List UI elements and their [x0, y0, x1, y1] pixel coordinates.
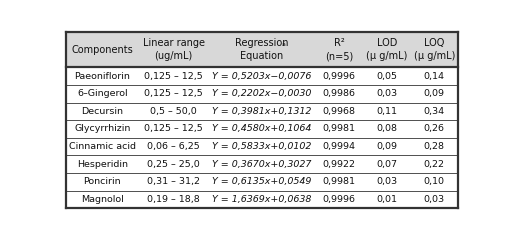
Text: 0,11: 0,11 — [376, 107, 397, 116]
Text: Regression
Equation: Regression Equation — [236, 38, 289, 61]
Text: 0,125 – 12,5: 0,125 – 12,5 — [144, 72, 203, 81]
Text: 0,22: 0,22 — [424, 160, 445, 169]
Text: Y = 0,5833x+0,0102: Y = 0,5833x+0,0102 — [213, 142, 312, 151]
Text: 0,125 – 12,5: 0,125 – 12,5 — [144, 124, 203, 134]
Text: Y = 0,3670x+0,3027: Y = 0,3670x+0,3027 — [213, 160, 312, 169]
Text: Linear range
(ug/mL): Linear range (ug/mL) — [143, 38, 205, 61]
Text: Y = 1,6369x+0,0638: Y = 1,6369x+0,0638 — [213, 195, 312, 204]
Text: 0,03: 0,03 — [376, 89, 398, 98]
Text: 0,14: 0,14 — [424, 72, 445, 81]
Text: LOD
(μ g/mL): LOD (μ g/mL) — [366, 38, 407, 61]
Text: 0,125 – 12,5: 0,125 – 12,5 — [144, 89, 203, 98]
Text: Decursin: Decursin — [81, 107, 123, 116]
Text: R²
(n=5): R² (n=5) — [325, 38, 354, 61]
Text: 0,31 – 31,2: 0,31 – 31,2 — [147, 177, 200, 186]
Text: 0,25 – 25,0: 0,25 – 25,0 — [147, 160, 200, 169]
Text: Hesperidin: Hesperidin — [77, 160, 128, 169]
Text: 0,9996: 0,9996 — [323, 72, 356, 81]
Text: 0,9994: 0,9994 — [323, 142, 356, 151]
Text: 0,03: 0,03 — [424, 195, 445, 204]
Text: 0,05: 0,05 — [376, 72, 397, 81]
Text: 0,9981: 0,9981 — [323, 177, 356, 186]
Text: 0,26: 0,26 — [424, 124, 445, 134]
Text: Magnolol: Magnolol — [81, 195, 124, 204]
Text: Paeoniflorin: Paeoniflorin — [74, 72, 130, 81]
Text: Y = 0,5203x−0,0076: Y = 0,5203x−0,0076 — [213, 72, 312, 81]
Text: Glycyrrhizin: Glycyrrhizin — [74, 124, 130, 134]
Text: Poncirin: Poncirin — [83, 177, 121, 186]
Text: 0,5 – 50,0: 0,5 – 50,0 — [150, 107, 197, 116]
Text: 0,9922: 0,9922 — [323, 160, 356, 169]
Text: Y = 0,2202x−0,0030: Y = 0,2202x−0,0030 — [213, 89, 312, 98]
Text: 0,06 – 6,25: 0,06 – 6,25 — [147, 142, 200, 151]
Bar — [66, 32, 458, 67]
Text: Cinnamic acid: Cinnamic acid — [69, 142, 136, 151]
Text: 0,9986: 0,9986 — [323, 89, 356, 98]
Text: 0,09: 0,09 — [376, 142, 397, 151]
Text: Components: Components — [72, 45, 133, 55]
Text: Y = 0,6135x+0,0549: Y = 0,6135x+0,0549 — [213, 177, 312, 186]
Text: 6–Gingerol: 6–Gingerol — [77, 89, 128, 98]
Text: 0,34: 0,34 — [424, 107, 445, 116]
Text: 0,9996: 0,9996 — [323, 195, 356, 204]
Text: a: a — [282, 42, 286, 47]
Text: 0,03: 0,03 — [376, 177, 398, 186]
Text: Y = 0,4580x+0,1064: Y = 0,4580x+0,1064 — [213, 124, 312, 134]
Text: Y = 0,3981x+0,1312: Y = 0,3981x+0,1312 — [213, 107, 312, 116]
Text: 0,10: 0,10 — [424, 177, 445, 186]
Text: 0,07: 0,07 — [376, 160, 397, 169]
Text: LOQ
(μ g/mL): LOQ (μ g/mL) — [413, 38, 455, 61]
Text: 0,19 – 18,8: 0,19 – 18,8 — [147, 195, 200, 204]
Text: 0,09: 0,09 — [424, 89, 445, 98]
Text: 0,9968: 0,9968 — [323, 107, 356, 116]
Text: 0,08: 0,08 — [376, 124, 397, 134]
Text: 0,9981: 0,9981 — [323, 124, 356, 134]
Text: 0,28: 0,28 — [424, 142, 445, 151]
Text: 0,01: 0,01 — [376, 195, 397, 204]
